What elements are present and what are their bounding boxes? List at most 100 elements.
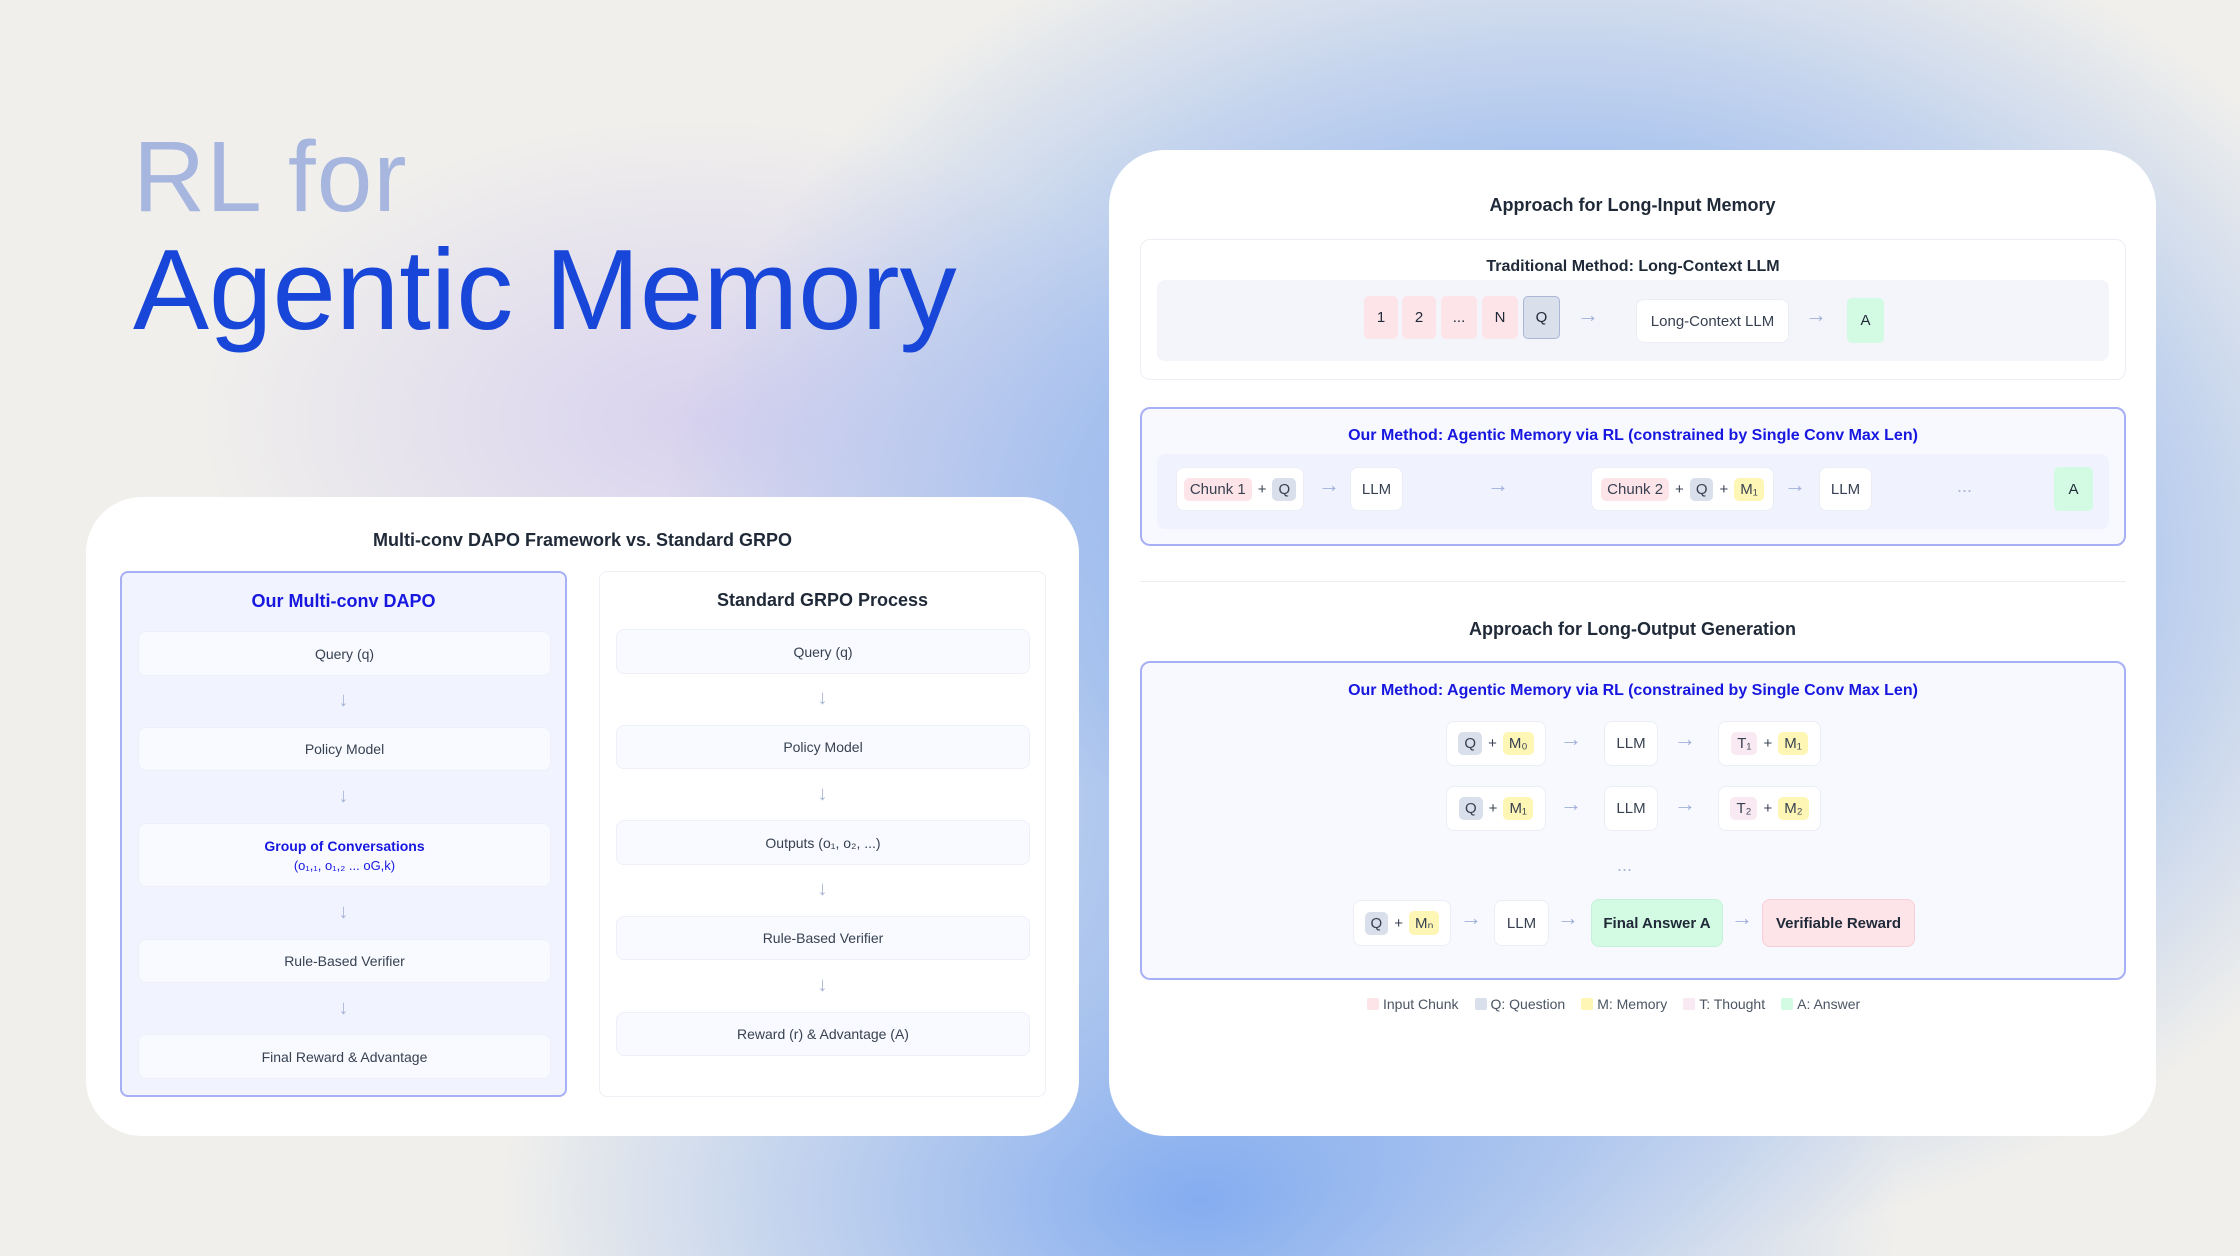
arrow-right-icon: →	[1557, 905, 1579, 930]
step-label: Policy Model	[783, 739, 863, 755]
arrow-down-icon: ↓	[817, 878, 828, 900]
card-title: Multi-conv DAPO Framework vs. Standard G…	[372, 530, 793, 550]
dapo-title: Our Multi-conv DAPO	[251, 591, 436, 611]
legend-swatch	[1683, 998, 1696, 1010]
dapo-vs-grpo-card: Multi-conv DAPO Framework vs. Standard G…	[86, 497, 1079, 1136]
chunk-chip: Chunk 1	[1183, 477, 1252, 501]
memory-chip: M₂	[1778, 797, 1809, 820]
arrow-right-icon: →	[1560, 726, 1582, 751]
plus: +	[1763, 735, 1773, 752]
arrow-down-icon: ↓	[338, 689, 349, 711]
q-memory-box: Q + M₀	[1446, 721, 1546, 766]
legend-label: T: Thought	[1699, 996, 1766, 1012]
chunk-chip: ...	[1441, 296, 1477, 339]
legend-swatch	[1581, 998, 1594, 1010]
input-approach-title: Approach for Long-Input Memory	[1489, 195, 1776, 215]
final-answer-box: Final Answer A	[1591, 899, 1723, 947]
approach-card: Approach for Long-Input Memory Tradition…	[1109, 150, 2156, 1136]
chunk-chip: Chunk 2	[1601, 477, 1670, 501]
legend-swatch	[1474, 998, 1487, 1010]
grpo-title: Standard GRPO Process	[716, 590, 929, 610]
long-context-llm-box: Long-Context LLM	[1636, 299, 1789, 343]
our-method-title: Our Method: Agentic Memory via RL (const…	[1348, 682, 1918, 699]
legend-item: A: Answer	[1781, 996, 1860, 1012]
step-policy-model: Policy Model	[138, 727, 551, 771]
arrow-right-icon: →	[1674, 791, 1696, 816]
plus: +	[1257, 480, 1267, 498]
step-label: Final Reward & Advantage	[261, 1048, 428, 1065]
llm-box: LLM	[1604, 721, 1658, 766]
arrow-right-icon: →	[1487, 472, 1509, 497]
thought-chip: T₂	[1730, 797, 1758, 820]
step-policy-model: Policy Model	[616, 725, 1030, 769]
our-method-output-panel: Our Method: Agentic Memory via RL (const…	[1140, 661, 2126, 980]
arrow-right-icon: →	[1731, 905, 1753, 930]
chunk-chip: 2	[1402, 296, 1436, 339]
arrow-down-icon: ↓	[338, 997, 349, 1019]
question-chip: Q	[1459, 797, 1483, 820]
q-memory-box: Q + M₁	[1446, 786, 1546, 831]
plus: +	[1488, 735, 1497, 752]
our-method-input-panel: Our Method: Agentic Memory via RL (const…	[1140, 407, 2126, 546]
memory-chip: Mₙ	[1408, 911, 1440, 935]
step-label: Query (q)	[314, 645, 375, 662]
question-chip: Q	[1523, 296, 1560, 339]
step-label: Rule-Based Verifier	[284, 953, 405, 969]
arrow-right-icon: →	[1460, 905, 1482, 930]
step-label: Policy Model	[304, 741, 385, 757]
q-memory-box: Q + Mₙ	[1353, 900, 1451, 946]
arrow-down-icon: ↓	[817, 783, 828, 805]
question-chip: Q	[1689, 477, 1714, 501]
step-label: Query (q)	[793, 643, 853, 660]
llm-box: LLM	[1819, 467, 1872, 511]
our-method-title: Our Method: Agentic Memory via RL (const…	[1348, 427, 1918, 444]
arrow-right-icon: →	[1805, 302, 1827, 327]
headline-line1: RL for	[133, 121, 408, 233]
arrow-right-icon: →	[1674, 726, 1696, 751]
output-approach-title: Approach for Long-Output Generation	[1469, 619, 1796, 639]
chunk1-q-box: Chunk 1 + Q	[1176, 467, 1304, 511]
llm-box: LLM	[1494, 900, 1549, 946]
ellipsis: ...	[1617, 855, 1633, 875]
memory-chip: M₁	[1503, 797, 1533, 820]
step-sublabel: (o₁,₁, o₁,₂ ... oG,k)	[293, 857, 396, 873]
plus: +	[1763, 800, 1773, 817]
step-label: Outputs (o₁, o₂, ...)	[765, 834, 881, 851]
arrow-right-icon: →	[1784, 472, 1806, 497]
legend-swatch	[1781, 998, 1794, 1010]
step-final-reward: Final Reward & Advantage	[138, 1034, 551, 1079]
dapo-panel: Our Multi-conv DAPO Query (q) ↓ Policy M…	[120, 571, 567, 1097]
legend-label: Input Chunk	[1383, 996, 1459, 1012]
arrow-down-icon: ↓	[338, 785, 349, 807]
arrow-right-icon: →	[1577, 302, 1599, 327]
legend-item: Q: Question	[1474, 996, 1566, 1012]
plus: +	[1488, 800, 1498, 817]
legend: Input Chunk Q: Question M: Memory T: Tho…	[1367, 996, 1860, 1012]
thought-chip: T₁	[1731, 732, 1758, 755]
memory-chip: M₀	[1502, 732, 1534, 755]
step-query: Query (q)	[616, 629, 1030, 674]
arrow-right-icon: →	[1318, 472, 1340, 497]
ellipsis: ...	[1957, 476, 1973, 496]
step-label: Group of Conversations	[264, 837, 425, 854]
step-reward: Reward (r) & Advantage (A)	[616, 1012, 1030, 1056]
step-label: Rule-Based Verifier	[762, 930, 884, 946]
answer-chip: A	[1847, 298, 1884, 343]
arrow-down-icon: ↓	[338, 901, 349, 923]
llm-box: LLM	[1604, 786, 1658, 831]
chunk2-q-m1-box: Chunk 2 + Q + M₁	[1591, 467, 1774, 511]
traditional-method-panel: Traditional Method: Long-Context LLM 1 2…	[1140, 239, 2126, 380]
step-verifier: Rule-Based Verifier	[616, 916, 1030, 960]
legend-label: A: Answer	[1797, 996, 1861, 1012]
plus: +	[1394, 914, 1403, 932]
verifiable-reward-box: Verifiable Reward	[1762, 899, 1915, 947]
step-outputs: Outputs (o₁, o₂, ...)	[616, 820, 1030, 865]
question-chip: Q	[1364, 911, 1389, 935]
llm-box: LLM	[1350, 467, 1403, 511]
legend-item: M: Memory	[1581, 996, 1667, 1012]
question-chip: Q	[1272, 477, 1297, 501]
answer-chip: A	[2054, 467, 2093, 511]
legend-label: Q: Question	[1490, 996, 1566, 1012]
memory-chip: M₁	[1778, 732, 1808, 755]
chunk-chip: 1	[1364, 296, 1398, 339]
